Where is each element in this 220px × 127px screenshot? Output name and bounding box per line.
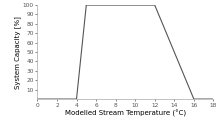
Y-axis label: System Capacity [%]: System Capacity [%] <box>14 16 21 89</box>
X-axis label: Modelled Stream Temperature (°C): Modelled Stream Temperature (°C) <box>65 110 186 117</box>
